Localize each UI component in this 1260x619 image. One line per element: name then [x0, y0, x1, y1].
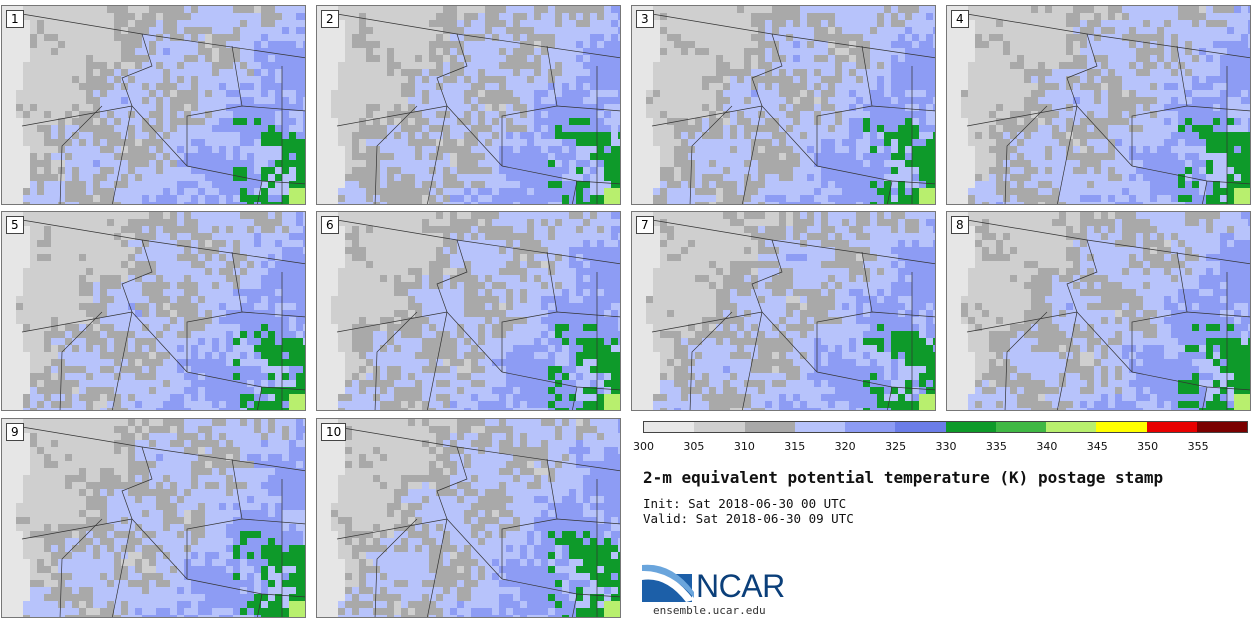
colorbar-tick-label: 305 [683, 440, 705, 453]
map-field [632, 212, 935, 410]
map-panel-1: 1 [1, 5, 306, 205]
panel-label: 9 [6, 423, 24, 441]
map-panel-9: 9 [1, 418, 306, 618]
map-panel-8: 8 [946, 211, 1251, 411]
colorbar-tick-label: 340 [1036, 440, 1058, 453]
init-time: Init: Sat 2018-06-30 00 UTC [643, 496, 847, 511]
valid-time: Valid: Sat 2018-06-30 09 UTC [643, 511, 854, 526]
panel-label: 3 [636, 10, 654, 28]
panel-label: 2 [321, 10, 339, 28]
map-field [2, 6, 305, 204]
logo-wordmark: NCAR [696, 568, 785, 604]
panel-label: 7 [636, 216, 654, 234]
map-panel-10: 10 [316, 418, 621, 618]
colorbar-tick-label: 335 [985, 440, 1007, 453]
colorbar-swatch [995, 422, 1046, 432]
panel-label: 8 [951, 216, 969, 234]
colorbar-swatch [1096, 422, 1147, 432]
map-field [317, 212, 620, 410]
site-url: ensemble.ucar.edu [653, 604, 766, 617]
colorbar-swatch [644, 422, 695, 432]
map-field [317, 419, 620, 617]
map-field [317, 6, 620, 204]
panel-label: 1 [6, 10, 24, 28]
colorbar-swatch [744, 422, 795, 432]
colorbar-swatch [1196, 422, 1247, 432]
map-field [947, 212, 1250, 410]
map-panel-5: 5 [1, 211, 306, 411]
page-title: 2-m equivalent potential temperature (K)… [643, 468, 1164, 487]
colorbar-tick-label: 350 [1137, 440, 1159, 453]
colorbar-ticks: 300 305 310 315 320 325 330 335 340 345 350 355 [632, 440, 1260, 454]
colorbar-tick-label: 330 [935, 440, 957, 453]
map-field [947, 6, 1250, 204]
map-panel-7: 7 [631, 211, 936, 411]
colorbar-swatch [694, 422, 745, 432]
map-field [2, 419, 305, 617]
colorbar-tick-label: 315 [784, 440, 806, 453]
colorbar-tick-label: 300 [633, 440, 654, 453]
colorbar-tick-label: 325 [885, 440, 907, 453]
ncar-logo-icon [642, 564, 694, 602]
panel-label: 5 [6, 216, 24, 234]
colorbar-swatch [845, 422, 896, 432]
map-field [2, 212, 305, 410]
panel-label: 4 [951, 10, 969, 28]
colorbar-tick-label: 345 [1086, 440, 1108, 453]
map-panel-4: 4 [946, 5, 1251, 205]
map-field [632, 6, 935, 204]
colorbar [643, 421, 1248, 433]
panel-label: 10 [321, 423, 347, 441]
colorbar-swatch [1146, 422, 1197, 432]
colorbar-swatch [895, 422, 946, 432]
map-panel-3: 3 [631, 5, 936, 205]
colorbar-tick-label: 320 [834, 440, 856, 453]
colorbar-swatch [1046, 422, 1097, 432]
map-panel-6: 6 [316, 211, 621, 411]
colorbar-swatch [794, 422, 845, 432]
colorbar-swatch [945, 422, 996, 432]
map-panel-2: 2 [316, 5, 621, 205]
panel-label: 6 [321, 216, 339, 234]
colorbar-tick-label: 355 [1187, 440, 1209, 453]
colorbar-tick-label: 310 [733, 440, 755, 453]
